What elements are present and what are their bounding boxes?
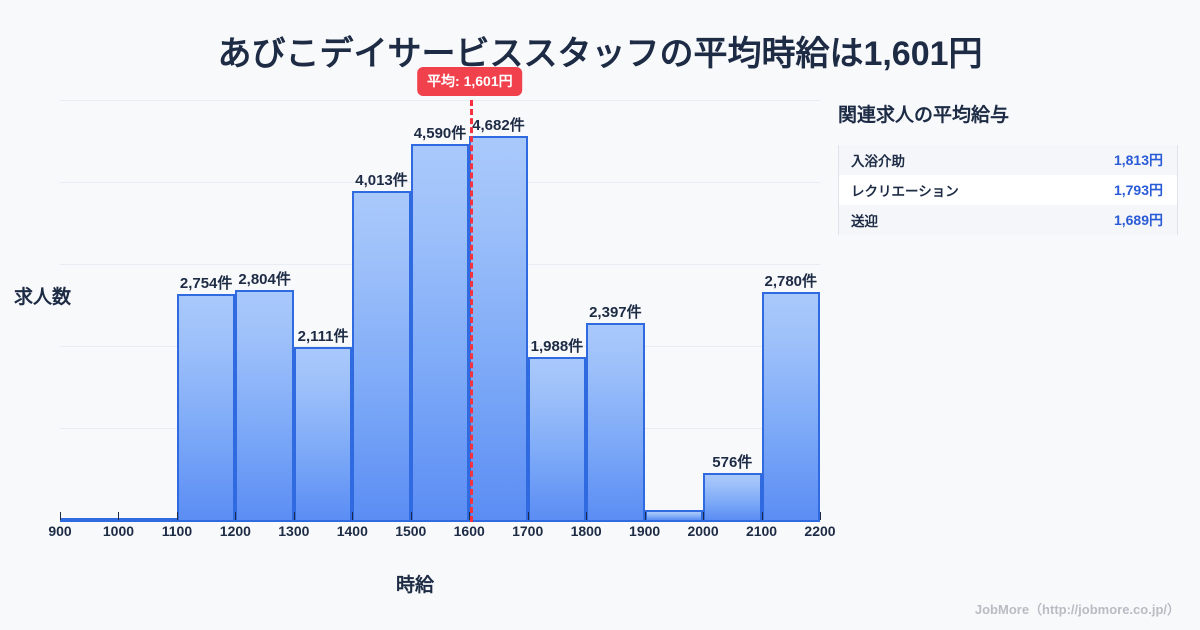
bar-value-label: 2,780件 bbox=[764, 273, 818, 291]
x-tick bbox=[820, 512, 821, 520]
x-tick-label: 900 bbox=[48, 523, 72, 539]
x-tick bbox=[60, 512, 61, 520]
bar-900-1000[interactable] bbox=[60, 518, 119, 520]
x-tick-label: 1600 bbox=[453, 523, 485, 539]
bar-value-label: 2,397件 bbox=[589, 304, 642, 322]
bar-1600-1700[interactable]: 4,682件 bbox=[469, 117, 528, 520]
bar-value-label: 576件 bbox=[712, 453, 753, 471]
related-job-row[interactable]: レクリエーション 1,793円 bbox=[839, 175, 1177, 205]
related-job-value: 1,689円 bbox=[1113, 212, 1163, 228]
bar-value-label: 4,682件 bbox=[472, 117, 525, 135]
related-job-value: 1,813円 bbox=[1113, 152, 1163, 168]
x-tick-label: 2000 bbox=[687, 523, 719, 539]
bar-1900-2000[interactable] bbox=[644, 510, 704, 520]
bar-series: 2,754件 2,804件 2,111件 4,013件 4,590件 4,682件 1,98… bbox=[60, 110, 820, 520]
bar-value-label: 2,804件 bbox=[238, 271, 291, 289]
related-job-row[interactable]: 送迎 1,689円 bbox=[839, 205, 1177, 235]
bar-1400-1500[interactable]: 4,013件 bbox=[352, 172, 411, 520]
related-jobs-title: 関連求人の平均給与 bbox=[838, 105, 1010, 126]
x-tick bbox=[644, 512, 646, 520]
bar-1300-1400[interactable]: 2,111件 bbox=[293, 328, 353, 520]
related-jobs-panel: 関連求人の平均給与 入浴介助 1,813円レクリエーション 1,793円送迎 1,68… bbox=[838, 100, 1178, 235]
bar-value-label: 4,590件 bbox=[413, 124, 467, 142]
average-badge: 平均: 1,601円 bbox=[417, 67, 523, 96]
bar-2100-2200[interactable]: 2,780件 bbox=[761, 273, 820, 520]
bar-2000-2100[interactable]: 576件 bbox=[703, 454, 762, 520]
bar-value-label: 4,013件 bbox=[355, 171, 408, 189]
related-job-label: 入浴介助 bbox=[851, 154, 905, 169]
x-tick-label: 2200 bbox=[804, 523, 836, 539]
x-tick-label: 1800 bbox=[570, 523, 602, 539]
x-tick bbox=[235, 512, 237, 520]
x-tick bbox=[527, 512, 529, 520]
x-tick-label: 1000 bbox=[102, 523, 135, 539]
x-tick-label: 1100 bbox=[161, 523, 193, 539]
x-tick bbox=[761, 512, 763, 520]
x-tick-label: 1200 bbox=[219, 523, 251, 539]
related-job-label: レクリエーション bbox=[851, 184, 959, 199]
x-tick-label: 1900 bbox=[629, 523, 661, 539]
x-tick-label: 1300 bbox=[278, 523, 310, 539]
y-axis-title: 求人数 bbox=[14, 287, 72, 308]
x-tick bbox=[703, 512, 705, 520]
bar-value-label: 2,111件 bbox=[297, 327, 349, 345]
x-tick-label: 1400 bbox=[336, 523, 368, 539]
histogram-chart: 求人数 2,754件 2,804件 2,111件 4,013件 4,590件 4,682件… bbox=[0, 67, 836, 596]
axis-baseline bbox=[60, 520, 820, 522]
related-job-label: 送迎 bbox=[851, 214, 878, 229]
x-tick-label: 1700 bbox=[512, 523, 544, 539]
gridline bbox=[60, 100, 820, 101]
x-tick bbox=[469, 512, 471, 520]
x-tick-label: 1500 bbox=[395, 523, 427, 539]
x-tick bbox=[293, 512, 295, 520]
x-tick bbox=[118, 512, 120, 520]
footer-watermark: JobMore（http://jobmore.co.jp/） bbox=[974, 602, 1180, 617]
average-line bbox=[469, 100, 473, 522]
x-axis-title: 時給 bbox=[395, 575, 434, 596]
related-job-value: 1,793円 bbox=[1113, 182, 1163, 198]
bar-1100-1200[interactable]: 2,754件 bbox=[176, 275, 236, 520]
bar-value-label: 1,988件 bbox=[530, 337, 584, 355]
x-tick bbox=[176, 512, 178, 520]
x-tick-label: 2100 bbox=[745, 523, 778, 539]
bar-value-label: 2,754件 bbox=[179, 275, 233, 293]
x-axis: 900 1000 1100 1200 1300 1400 1500 1600 1700 1800 1… bbox=[48, 512, 836, 552]
page-title: あびこデイサービススタッフの平均時給は1,601円 bbox=[217, 35, 983, 73]
x-tick bbox=[586, 512, 588, 520]
plot-area: 2,754件 2,804件 2,111件 4,013件 4,590件 4,682件 1,98… bbox=[60, 67, 820, 522]
x-tick bbox=[410, 512, 412, 520]
bar-1000-1100[interactable] bbox=[118, 518, 177, 520]
bar-1700-1800[interactable]: 1,988件 bbox=[527, 338, 587, 520]
related-job-row[interactable]: 入浴介助 1,813円 bbox=[839, 145, 1177, 175]
bar-1200-1300[interactable]: 2,804件 bbox=[235, 271, 294, 520]
bar-1800-1900[interactable]: 2,397件 bbox=[586, 304, 645, 520]
related-jobs-table: 入浴介助 1,813円レクリエーション 1,793円送迎 1,689円 bbox=[838, 145, 1178, 235]
x-tick bbox=[352, 512, 354, 520]
bar-1500-1600[interactable]: 4,590件 bbox=[410, 125, 470, 520]
